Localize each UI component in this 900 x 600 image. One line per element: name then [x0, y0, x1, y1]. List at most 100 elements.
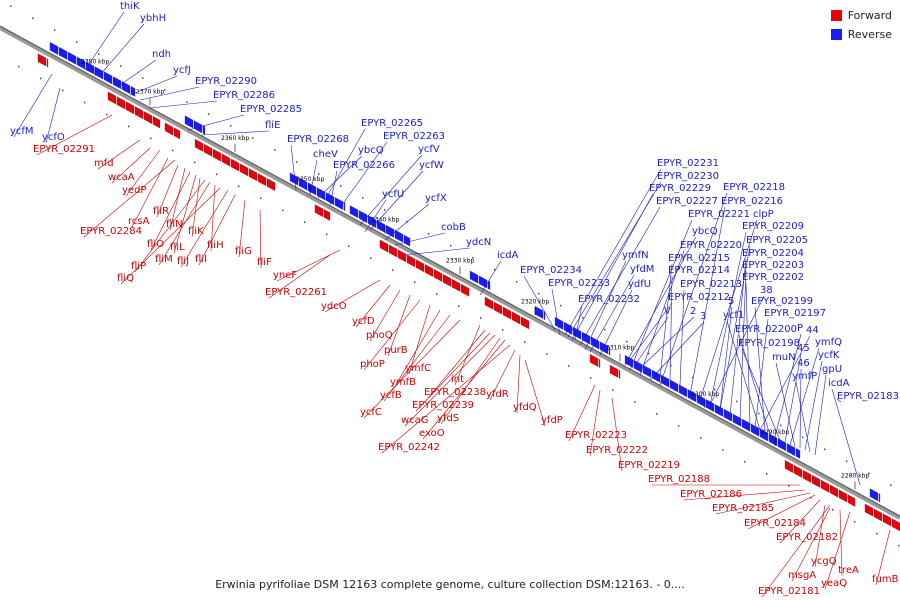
forward-label-leader [404, 334, 496, 427]
forward-label-leader [387, 294, 411, 357]
forward-gene-block [203, 143, 213, 157]
marker-dot [780, 424, 782, 427]
reverse-gene-label: ycfW [419, 160, 444, 171]
reverse-gene-label: ybhH [140, 13, 166, 24]
forward-label-leader [83, 159, 176, 238]
forward-gene-label: wcaA [108, 172, 135, 183]
reverse-gene-block [202, 125, 206, 135]
forward-gene-block [194, 138, 204, 152]
genome-backbone [0, 26, 900, 520]
forward-label-leader [611, 397, 623, 472]
reverse-label-leader [201, 130, 270, 136]
marker-dot [172, 149, 174, 152]
forward-gene-label: ycfB [380, 390, 402, 401]
forward-gene-block [134, 106, 144, 120]
reverse-gene-label: 3 [700, 311, 706, 322]
forward-gene-label: ycgQ [811, 556, 837, 567]
reverse-label-leader [719, 306, 733, 411]
reverse-label-leader [659, 263, 673, 379]
reverse-label-leader [741, 348, 781, 441]
forward-gene-block [520, 316, 530, 330]
forward-label-leader [454, 324, 481, 386]
forward-gene-label: ycfD [352, 316, 375, 327]
reverse-gene-block [478, 275, 488, 289]
reverse-gene-block [349, 205, 359, 219]
reverse-gene-block [554, 316, 564, 330]
reverse-label-leader [404, 247, 471, 256]
reverse-gene-block [49, 41, 59, 55]
reverse-gene-label: ycfV [418, 144, 440, 155]
marker-dot [10, 5, 12, 7]
forward-label-leader [36, 114, 113, 156]
forward-label-leader [125, 149, 161, 197]
reverse-label-leaders [13, 11, 861, 486]
marker-dot [604, 328, 606, 331]
forward-gene-block [460, 283, 470, 297]
forward-gene-block [820, 479, 830, 493]
forward-label-leader [427, 329, 486, 399]
reverse-gene-label: ycfK [818, 350, 840, 361]
marker-dot [692, 376, 694, 379]
forward-gene-block [424, 264, 434, 277]
forward-gene-label: fliI [195, 254, 207, 265]
reverse-label-leader [659, 192, 728, 386]
marker-dot [370, 257, 372, 259]
reverse-gene-label: clpP [753, 209, 774, 220]
forward-label-leader [814, 504, 826, 568]
forward-label-leader [363, 319, 461, 419]
forward-label-leader [824, 511, 851, 590]
reverse-gene-block [642, 364, 652, 378]
marker-dot [238, 185, 240, 188]
forward-label-leader [111, 147, 151, 184]
reverse-gene-label: EPYR_02266 [333, 160, 395, 171]
reverse-gene-label: ndh [152, 49, 171, 60]
forward-gene-label: fliO [147, 239, 164, 250]
forward-gene-label: yfdP [541, 415, 563, 426]
forward-gene-block [143, 111, 153, 125]
forward-gene-label: EPYR_02184 [744, 518, 806, 529]
reverse-gene-block [58, 46, 68, 60]
reverse-gene-label: EPYR_02231 [657, 158, 719, 169]
marker-dot [318, 173, 320, 175]
marker-dot [260, 197, 262, 200]
reverse-label-leader [290, 144, 297, 191]
reverse-genes [49, 41, 881, 503]
reverse-gene-label: EPYR_02216 [721, 196, 783, 207]
reverse-gene-label: EPYR_02204 [742, 248, 804, 259]
forward-gene-label: phoP [360, 359, 385, 370]
legend-swatch-forward [830, 10, 842, 21]
forward-label-leader [156, 164, 179, 218]
forward-gene-block [266, 178, 276, 191]
forward-gene-block [107, 91, 117, 105]
reverse-gene-block [723, 408, 733, 422]
reverse-gene-block [795, 448, 801, 459]
forward-gene-block [173, 127, 181, 140]
forward-gene-block [484, 296, 494, 310]
marker-dot [428, 233, 430, 235]
marker-dot [846, 460, 848, 463]
reverse-gene-label: EPYR_02200 [735, 324, 797, 335]
marker-dot [18, 65, 20, 68]
forward-label-leader [440, 337, 501, 425]
reverse-label-leader [739, 270, 747, 421]
forward-gene-block [493, 301, 503, 315]
marker-dot [450, 245, 452, 247]
reverse-gene-label: ycfX [425, 193, 447, 204]
forward-label-leader [355, 284, 391, 328]
reverse-label-leader [369, 170, 424, 231]
reverse-label-leader [679, 289, 685, 386]
reverse-label-leader [669, 275, 673, 381]
reverse-gene-block [112, 76, 122, 90]
reverse-gene-label: EPYR_02227 [656, 196, 718, 207]
marker-dot [868, 472, 870, 475]
forward-gene-label: fliM [155, 254, 173, 265]
forward-label-leader [363, 299, 421, 371]
forward-gene-block [802, 469, 812, 483]
reverse-gene-block [85, 61, 95, 75]
reverse-gene-label: EPYR_02198 [738, 338, 800, 349]
marker-dot [758, 412, 760, 415]
reverse-label-leader [754, 318, 769, 429]
forward-gene-label: yfdS [437, 413, 459, 424]
reverse-gene-label: ymfP [792, 371, 817, 382]
reverse-label-leader [523, 275, 556, 331]
